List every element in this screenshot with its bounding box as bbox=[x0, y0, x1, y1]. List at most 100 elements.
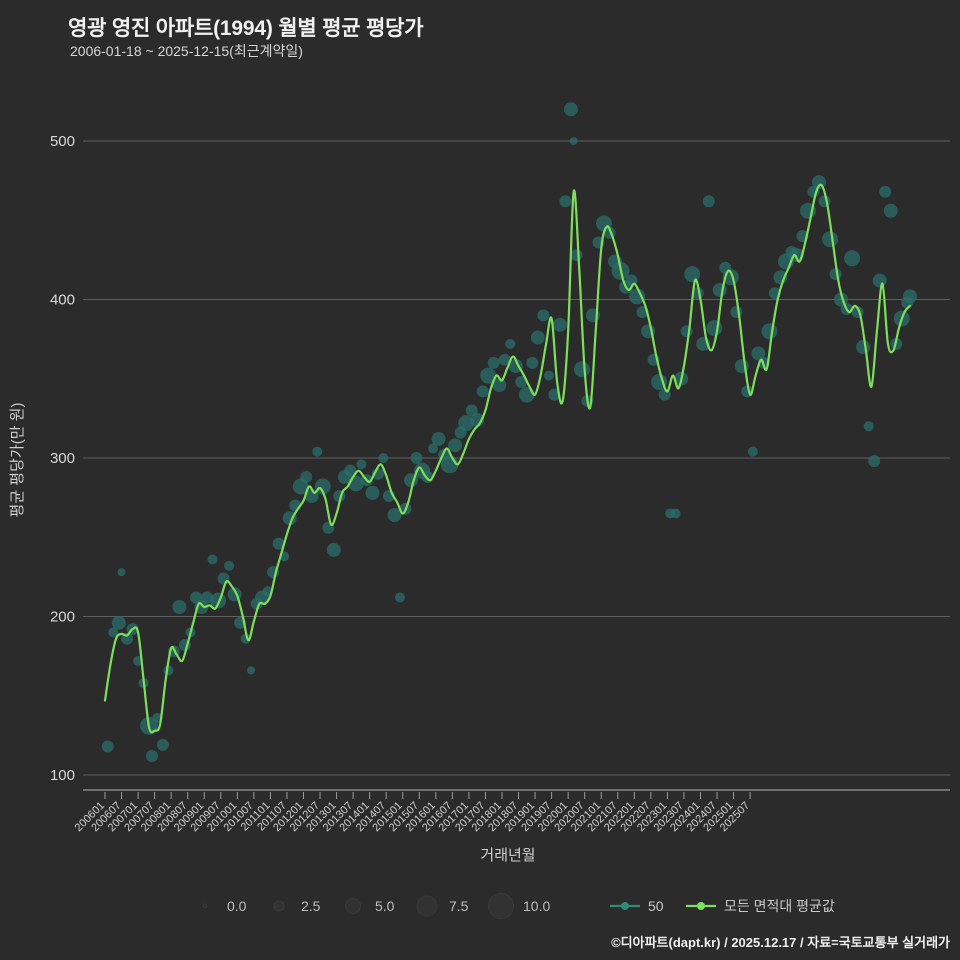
scatter-bubble bbox=[247, 666, 256, 675]
scatter-bubble bbox=[448, 438, 463, 453]
scatter-bubble bbox=[498, 353, 511, 366]
scatter-bubble bbox=[537, 309, 550, 322]
series-line bbox=[103, 183, 912, 734]
scatter-bubble bbox=[410, 452, 423, 464]
scatter-bubble bbox=[145, 749, 158, 762]
scatter-bubble bbox=[868, 455, 881, 468]
scatter-bubble bbox=[548, 388, 561, 401]
scatter-bubble bbox=[492, 378, 507, 393]
scatter-bubble bbox=[515, 375, 528, 388]
scatter-bubble bbox=[761, 323, 778, 340]
legend-size-marker bbox=[273, 900, 285, 912]
scatter-bubble bbox=[670, 508, 681, 519]
scatter-bubble bbox=[530, 330, 545, 345]
scatter-bubble bbox=[879, 185, 892, 198]
scatter-bubble bbox=[300, 471, 313, 484]
footer-credit: ©디아파트(dapt.kr) / 2025.12.17 / 자료=국토교통부 실… bbox=[611, 935, 950, 950]
scatter-bubble bbox=[365, 485, 380, 500]
legend-dot-marker[interactable] bbox=[621, 902, 629, 910]
scatter-bubble bbox=[458, 415, 475, 432]
scatter-bubble bbox=[108, 627, 119, 638]
scatter-bubble bbox=[903, 289, 917, 304]
scatter-bubble bbox=[117, 568, 126, 577]
scatter-bubble bbox=[476, 385, 489, 398]
page-title: 영광 영진 아파트(1994) 월별 평균 평당가 bbox=[68, 17, 424, 40]
legend-size-marker bbox=[345, 898, 361, 914]
scatter-bubble bbox=[156, 738, 169, 751]
scatter-bubble bbox=[543, 370, 554, 381]
legend-size-marker bbox=[202, 903, 208, 909]
scatter-bubble bbox=[356, 459, 367, 470]
scatter-bubble bbox=[818, 195, 831, 208]
scatter-bubble bbox=[702, 195, 715, 208]
scatter-bubble bbox=[172, 599, 187, 614]
scatter-bubble bbox=[629, 288, 646, 305]
scatter-bubble bbox=[101, 740, 114, 753]
legend-size-label: 10.0 bbox=[523, 898, 550, 914]
scatter-bubble bbox=[684, 266, 701, 283]
scatter-bubble bbox=[822, 231, 839, 248]
chart-legend[interactable]: 0.0 2.5 5.0 7.5 10.0 50 모든 면적대 평균값 bbox=[202, 893, 835, 919]
scatter-bubble bbox=[883, 203, 898, 218]
scatter-bubble bbox=[394, 592, 405, 603]
scatter-bubble bbox=[563, 102, 578, 117]
scatter-bubble bbox=[573, 361, 590, 378]
y-axis-title: 평균 평당가(만 원) bbox=[9, 403, 26, 518]
scatter-bubble bbox=[505, 338, 516, 349]
page-subtitle: 2006-01-18 ~ 2025-12-15(최근계약일) bbox=[70, 43, 303, 59]
scatter-bubble bbox=[201, 591, 214, 604]
y-tick-label: 500 bbox=[50, 133, 75, 150]
scatter-bubble bbox=[559, 195, 572, 208]
scatter-bubble bbox=[680, 325, 693, 338]
scatter-bubble bbox=[712, 282, 727, 297]
x-axis-title: 거래년월 bbox=[480, 847, 535, 864]
y-axis-tick-labels: 100 200 300 400 500 bbox=[50, 133, 75, 784]
scatter-bubble bbox=[508, 359, 523, 374]
scatter-bubble bbox=[207, 554, 218, 565]
legend-size-marker bbox=[416, 895, 438, 917]
scatter-bubble bbox=[706, 320, 723, 337]
x-axis-tick-labels: 2006012006072007012007072008012008072009… bbox=[73, 800, 753, 834]
scatter-bubble bbox=[844, 250, 861, 267]
legend-series-label[interactable]: 50 bbox=[648, 898, 664, 914]
legend-size-marker bbox=[488, 893, 514, 919]
legend-dot-marker[interactable] bbox=[697, 902, 705, 910]
scatter-bubble bbox=[224, 560, 235, 571]
scatter-bubble bbox=[872, 273, 887, 288]
scatter-bubble bbox=[480, 367, 497, 384]
legend-series-label[interactable]: 모든 면적대 평균값 bbox=[724, 898, 835, 914]
scatter-bubble bbox=[326, 542, 341, 557]
scatter-bubble bbox=[730, 306, 743, 319]
scatter-bubble bbox=[863, 421, 874, 432]
scatter-bubbles bbox=[101, 102, 917, 762]
scatter-bubble bbox=[570, 249, 583, 262]
scatter-bubble bbox=[217, 572, 230, 585]
scatter-bubble bbox=[378, 453, 389, 463]
y-tick-label: 300 bbox=[50, 450, 75, 467]
scatter-bubble bbox=[312, 446, 323, 457]
scatter-bubble bbox=[569, 137, 578, 145]
legend-size-label: 5.0 bbox=[375, 898, 395, 914]
scatter-bubble bbox=[431, 431, 446, 446]
scatter-bubble bbox=[526, 356, 539, 369]
scatter-bubble bbox=[747, 446, 758, 457]
scatter-bubble bbox=[387, 508, 402, 523]
scatter-bubble bbox=[111, 615, 126, 630]
gridlines bbox=[83, 140, 950, 776]
y-tick-label: 400 bbox=[50, 292, 75, 309]
x-axis-tick-marks bbox=[104, 792, 751, 799]
legend-size-label: 2.5 bbox=[301, 898, 321, 914]
scatter-bubble bbox=[751, 346, 766, 361]
scatter-bubble bbox=[272, 537, 285, 550]
scatter-bubble bbox=[487, 356, 500, 369]
scatter-bubble bbox=[428, 443, 439, 454]
mean-line-series bbox=[103, 183, 912, 734]
legend-size-label: 7.5 bbox=[449, 898, 469, 914]
scatter-bubble bbox=[344, 464, 357, 477]
scatter-bubble bbox=[314, 478, 331, 495]
legend-size-label: 0.0 bbox=[227, 898, 247, 914]
scatter-bubble bbox=[552, 317, 567, 332]
y-tick-label: 200 bbox=[50, 609, 75, 626]
